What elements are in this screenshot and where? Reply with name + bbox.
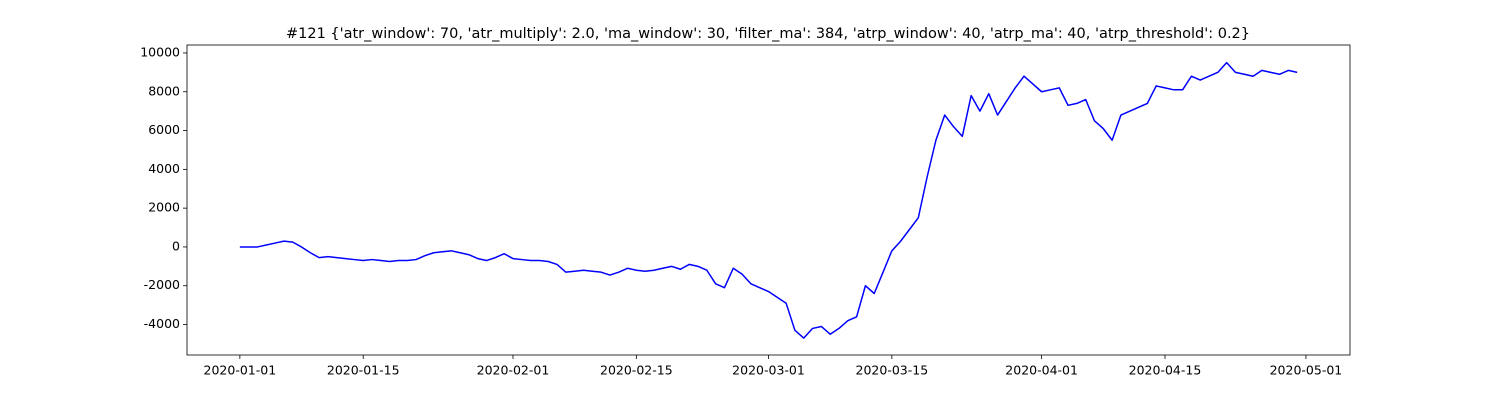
- y-tick-label: 2000: [148, 200, 180, 215]
- chart-title: #121 {'atr_window': 70, 'atr_multiply': …: [286, 26, 1250, 42]
- x-tick-label: 2020-05-01: [1270, 363, 1343, 378]
- y-tick-label: 10000: [140, 44, 180, 59]
- x-tick-label: 2020-04-01: [1005, 363, 1078, 378]
- x-tick-label: 2020-02-01: [477, 363, 550, 378]
- axes-frame: [186, 44, 1351, 356]
- x-tick-label: 2020-02-15: [600, 363, 673, 378]
- y-tick-label: 0: [172, 238, 180, 253]
- x-tick-label: 2020-03-01: [732, 363, 805, 378]
- y-tick-label: -2000: [144, 277, 180, 292]
- x-tick-label: 2020-01-01: [204, 363, 277, 378]
- x-tick-label: 2020-01-15: [327, 363, 400, 378]
- y-tick-label: 4000: [148, 161, 180, 176]
- y-tick-label: 8000: [148, 83, 180, 98]
- y-tick-label: 6000: [148, 122, 180, 137]
- y-tick-label: -4000: [144, 316, 180, 331]
- x-tick-label: 2020-04-15: [1129, 363, 1202, 378]
- data-line: [239, 61, 1298, 339]
- x-tick-label: 2020-03-15: [856, 363, 929, 378]
